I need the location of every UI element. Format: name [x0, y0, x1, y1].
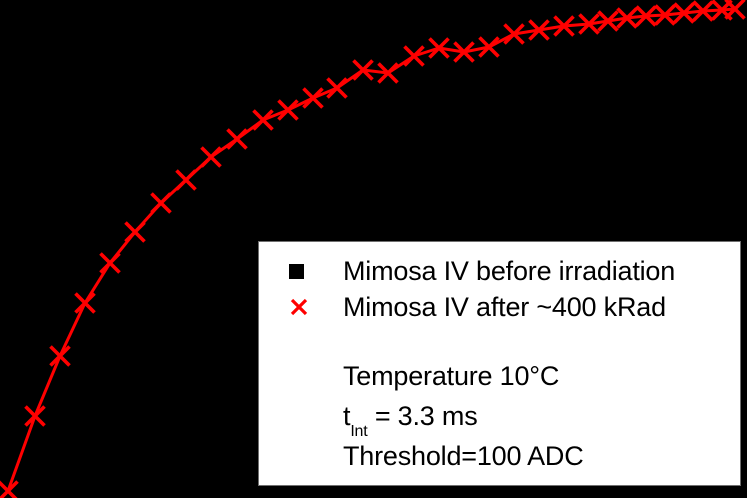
data-point-marker	[377, 62, 399, 84]
data-point-marker	[252, 109, 274, 131]
legend-entry-before-label: Mimosa IV before irradiation	[343, 256, 676, 286]
data-point-marker	[503, 23, 525, 45]
data-point-marker	[0, 480, 19, 498]
data-point-marker	[692, 0, 714, 22]
data-point-marker	[724, 0, 746, 20]
red-cross-marker-icon	[289, 297, 343, 317]
data-point-marker	[478, 36, 500, 58]
t-int-symbol: t	[343, 401, 351, 431]
data-point-marker	[635, 5, 657, 27]
black-square-marker-icon	[289, 263, 343, 279]
data-point-marker	[403, 45, 425, 67]
data-point-marker	[528, 19, 550, 41]
data-point-marker	[553, 15, 575, 37]
data-point-marker	[326, 77, 348, 99]
legend-box: Mimosa IV before irradiation Mimosa IV a…	[258, 241, 741, 486]
data-point-marker	[150, 192, 172, 214]
legend-entry-after-label: Mimosa IV after ~400 kRad	[343, 292, 666, 322]
data-point-marker	[616, 7, 638, 29]
t-int-subscript: Int	[350, 423, 368, 441]
data-point-marker	[277, 99, 299, 121]
info-threshold: Threshold=100 ADC	[343, 441, 584, 471]
data-point-marker	[302, 87, 324, 109]
legend-entry-after: Mimosa IV after ~400 kRad	[289, 292, 666, 322]
data-point-marker	[597, 10, 619, 32]
data-point-marker	[352, 59, 374, 81]
data-point-marker	[428, 37, 450, 59]
data-point-marker	[24, 405, 46, 427]
info-temperature: Temperature 10°C	[343, 361, 560, 391]
data-point-marker	[578, 13, 600, 35]
data-point-marker	[226, 128, 248, 150]
info-integration-time: tInt = 3.3 ms	[343, 401, 478, 440]
t-int-value: = 3.3 ms	[367, 401, 478, 431]
data-point-marker	[673, 2, 695, 24]
data-point-marker	[200, 146, 222, 168]
data-point-marker	[49, 345, 71, 367]
data-point-marker	[74, 292, 96, 314]
data-point-marker	[99, 252, 121, 274]
data-point-marker	[654, 4, 676, 26]
data-point-marker	[453, 41, 475, 63]
legend-entry-before: Mimosa IV before irradiation	[289, 256, 675, 286]
data-point-marker	[175, 169, 197, 191]
data-point-marker	[124, 221, 146, 243]
